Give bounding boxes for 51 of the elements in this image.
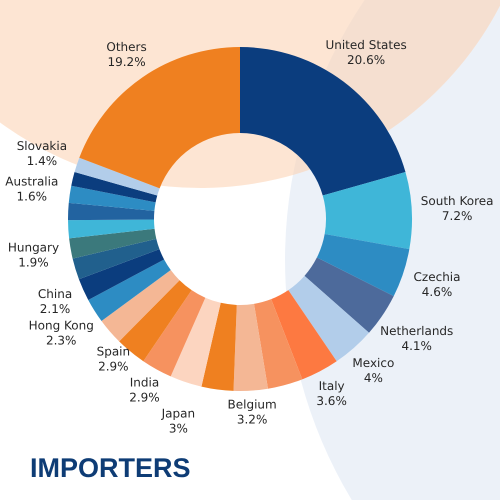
donut-slice	[68, 186, 156, 211]
donut-slice	[322, 172, 412, 250]
donut-slice	[101, 270, 180, 342]
slice-label: Others	[106, 40, 147, 54]
data-label: 7.2%	[442, 208, 472, 223]
data-label: 1.9%	[18, 256, 49, 270]
slice-label: Italy	[318, 379, 345, 394]
text: IMPORTERS	[30, 453, 191, 483]
slice-label: United States	[325, 38, 407, 52]
data-label: 2.9%	[98, 359, 129, 374]
slice-label: Hungary	[8, 240, 60, 255]
donut-slice	[316, 234, 410, 296]
slice-label: Mexico	[352, 356, 394, 370]
donut-slice	[68, 220, 155, 238]
donut-slice	[170, 298, 221, 387]
donut-slice	[68, 202, 154, 220]
slice-label: Netherlands	[380, 324, 454, 338]
data-label: 2.3%	[46, 333, 76, 348]
data-label: 3.2%	[236, 412, 268, 426]
donut-slice	[143, 290, 206, 376]
slice-label: Australia	[5, 174, 58, 188]
slice-label: Spain	[96, 344, 130, 358]
data-label: 3.6%	[316, 394, 347, 408]
donut-slice	[254, 299, 302, 389]
slice-label: Slovakia	[16, 138, 68, 153]
data-label: 4.6%	[422, 285, 452, 300]
data-label: 4.1%	[401, 338, 432, 353]
data-label: 1.6%	[16, 189, 48, 204]
data-label: 3%	[168, 422, 188, 436]
data-label: 1.4%	[26, 154, 58, 168]
slice-label: Czechia	[414, 270, 461, 284]
data-label: 2.9%	[129, 390, 160, 405]
donut-slice	[78, 249, 164, 300]
slice-label: India	[130, 376, 160, 390]
donut-slice	[234, 304, 268, 391]
donut-slice	[72, 238, 160, 280]
slice-label: South Korea	[420, 194, 494, 208]
slice-label: Belgium	[228, 397, 277, 412]
donut-slice	[201, 302, 237, 391]
donut-slice	[69, 228, 156, 259]
donut-slice	[271, 290, 337, 380]
slice-label: Hong Kong	[28, 318, 94, 332]
data-label: 20.6%	[347, 52, 386, 67]
donut-slice	[71, 172, 158, 202]
data-label: 4%	[364, 370, 383, 385]
data-label: 19.2%	[107, 54, 146, 69]
data-label: 2.1%	[40, 302, 70, 316]
donut-slice	[74, 158, 160, 196]
slice-label: Japan	[160, 406, 196, 421]
donut-slice	[88, 259, 171, 321]
slice-label: China	[38, 287, 72, 302]
